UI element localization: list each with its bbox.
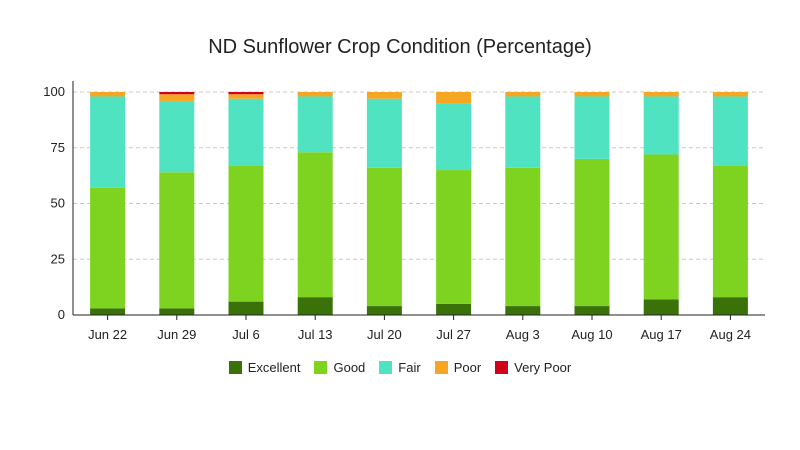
bar-segment-fair	[712, 96, 748, 166]
x-tick-label: Aug 10	[571, 327, 612, 342]
chart-title: ND Sunflower Crop Condition (Percentage)	[208, 36, 592, 58]
bar-segment-fair	[228, 98, 264, 166]
legend-item-good: Good	[314, 360, 365, 375]
bar-segment-excellent	[90, 308, 126, 315]
bar-segment-poor	[159, 94, 195, 101]
bar-segment-excellent	[505, 306, 541, 315]
bar-segment-good	[505, 167, 541, 307]
bar-segment-good	[228, 165, 264, 302]
legend-swatch	[379, 361, 393, 374]
bar-segment-good	[436, 170, 472, 304]
legend-item-excellent: Excellent	[228, 360, 301, 375]
bar-segment-good	[159, 172, 195, 309]
legend-label: Excellent	[247, 360, 301, 375]
x-tick-label: Jun 29	[157, 327, 196, 342]
bar-segment-good	[574, 158, 610, 307]
bar-segment-poor	[643, 92, 679, 97]
x-tick-label: Jul 27	[436, 327, 471, 342]
x-tick-label: Aug 24	[710, 327, 751, 342]
y-tick-label: 75	[51, 140, 65, 155]
bar-segment-good	[643, 154, 679, 300]
legend-swatch	[228, 361, 242, 374]
bars	[90, 92, 748, 315]
legend-swatch	[314, 361, 328, 374]
axes: 0 25 50 75 100 Jun 22 Jun 29 Jul 6 Jul 13 Jul 20 J…	[43, 81, 765, 342]
legend-swatch	[495, 361, 509, 374]
legend-item-poor: Poor	[434, 360, 482, 375]
bar-segment-excellent	[297, 297, 333, 315]
bar-segment-poor	[436, 92, 472, 104]
legend-label: Very Poor	[514, 360, 572, 375]
legend-label: Good	[333, 360, 366, 375]
bar-segment-fair	[297, 96, 333, 153]
bar-segment-fair	[643, 96, 679, 155]
bar-segment-good	[366, 167, 402, 307]
bar-segment-excellent	[436, 303, 472, 315]
bar-segment-good	[90, 187, 126, 309]
bar-segment-good	[712, 165, 748, 298]
x-tick-label: Jun 22	[88, 327, 127, 342]
y-tick-label: 25	[51, 251, 65, 266]
bar-segment-fair	[505, 96, 541, 168]
bar-segment-excellent	[574, 306, 610, 315]
bar-segment-poor	[505, 92, 541, 97]
bar-segment-fair	[436, 103, 472, 171]
bar-segment-very-poor	[228, 92, 264, 95]
bar-segment-fair	[90, 96, 126, 188]
bar-segment-excellent	[712, 297, 748, 315]
bar-segment-excellent	[159, 308, 195, 315]
bar-segment-poor	[90, 92, 126, 97]
bar-segment-very-poor	[159, 92, 195, 95]
x-tick-label: Jul 13	[298, 327, 333, 342]
bar-segment-poor	[228, 94, 264, 99]
bar-segment-fair	[159, 100, 195, 173]
y-tick-label: 100	[43, 84, 65, 99]
bar-segment-fair	[574, 96, 610, 159]
legend: Excellent Good Fair Poor Very Poor	[0, 360, 800, 375]
bar-segment-fair	[366, 98, 402, 168]
legend-label: Poor	[453, 360, 482, 375]
bar-segment-good	[297, 152, 333, 298]
bar-segment-excellent	[366, 306, 402, 315]
bar-segment-poor	[712, 92, 748, 97]
bar-segment-excellent	[228, 301, 264, 315]
bar-segment-poor	[297, 92, 333, 97]
legend-swatch	[434, 361, 448, 374]
x-tick-label: Jul 6	[232, 327, 259, 342]
y-tick-label: 50	[51, 196, 65, 211]
bar-segment-poor	[574, 92, 610, 97]
x-tick-label: Jul 20	[367, 327, 402, 342]
legend-label: Fair	[398, 360, 421, 375]
bar-segment-poor	[366, 92, 402, 99]
bar-segment-excellent	[643, 299, 679, 315]
y-tick-label: 0	[58, 307, 65, 322]
legend-item-very-poor: Very Poor	[495, 360, 571, 375]
legend-item-fair: Fair	[379, 360, 421, 375]
x-tick-label: Aug 3	[506, 327, 540, 342]
x-tick-label: Aug 17	[641, 327, 682, 342]
